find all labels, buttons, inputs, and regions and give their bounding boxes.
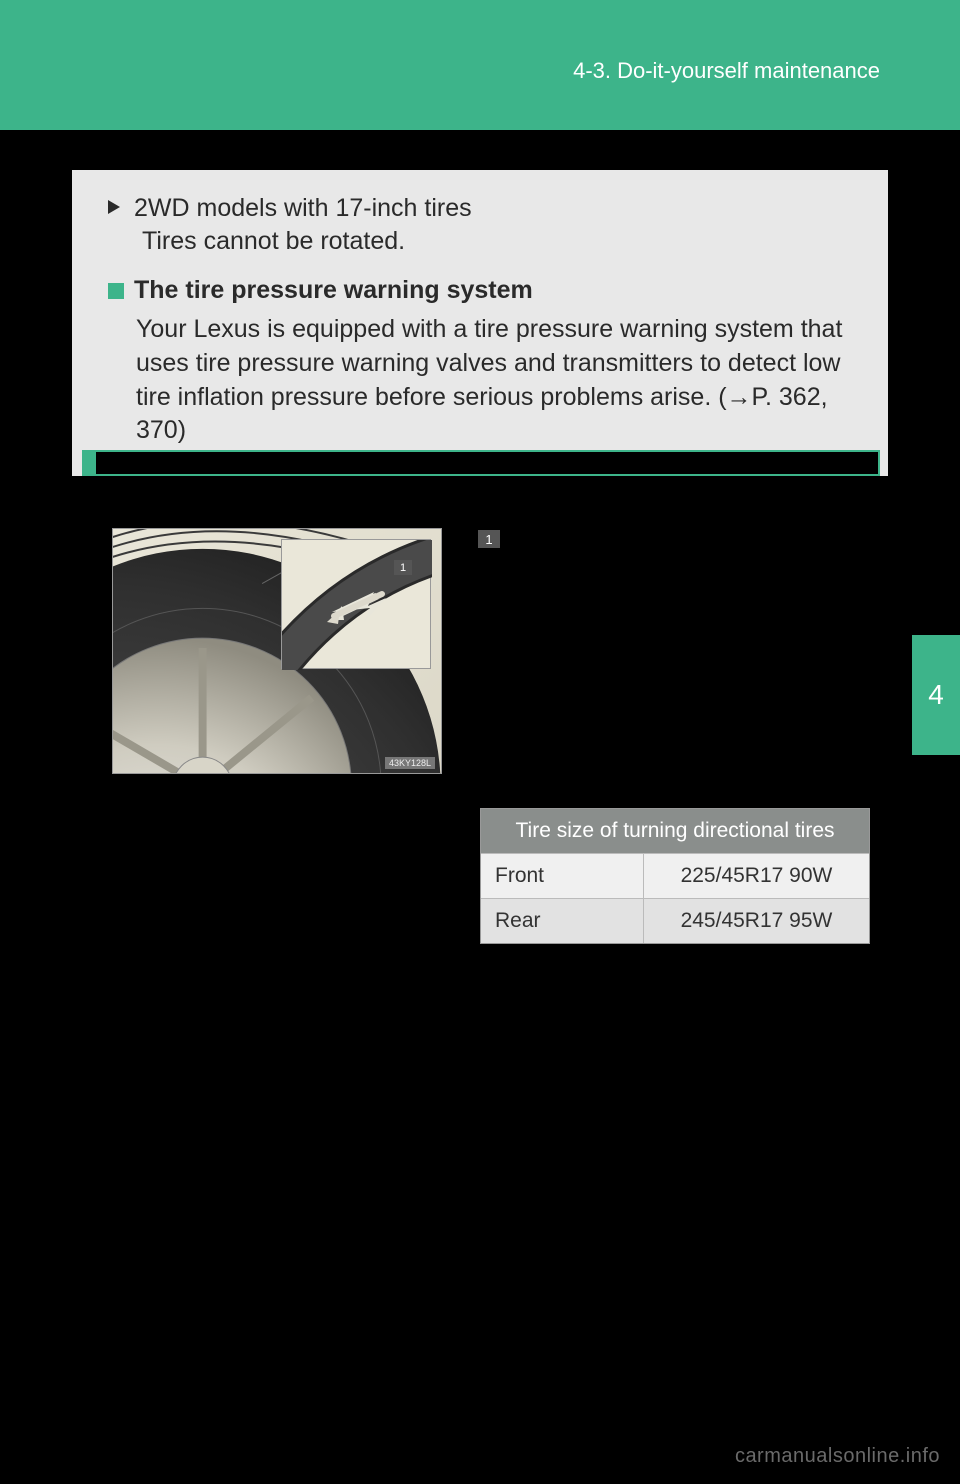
bullet-item: 2WD models with 17-inch tires: [108, 194, 864, 223]
section-breadcrumb: 4-3. Do-it-yourself maintenance: [573, 58, 880, 84]
tire-size-table: Tire size of turning directional tires F…: [480, 808, 870, 944]
page-header-bar: 4-3. Do-it-yourself maintenance: [0, 0, 960, 130]
table-cell-label: Front: [481, 854, 644, 898]
section-divider: [82, 450, 880, 476]
square-bullet-icon: [108, 283, 124, 299]
subsection-body: Your Lexus is equipped with a tire press…: [136, 313, 864, 448]
bullet-text: 2WD models with 17-inch tires: [134, 194, 472, 223]
content-box: 2WD models with 17-inch tires Tires cann…: [72, 170, 888, 476]
table-row: Front 225/45R17 90W: [481, 853, 869, 898]
table-cell-value: 245/45R17 95W: [644, 899, 869, 943]
subsection-title: The tire pressure warning system: [134, 276, 533, 305]
legend-number-badge: 1: [478, 530, 500, 548]
bullet-subtext: Tires cannot be rotated.: [142, 227, 864, 256]
table-row: Rear 245/45R17 95W: [481, 898, 869, 943]
divider-accent: [84, 452, 96, 474]
chapter-tab: 4: [912, 635, 960, 755]
table-cell-label: Rear: [481, 899, 644, 943]
subsection-heading: The tire pressure warning system: [108, 276, 864, 305]
watermark-text: carmanualsonline.info: [735, 1445, 940, 1468]
callout-number-badge: 1: [394, 560, 412, 575]
tire-illustration: 1 43KY128L: [112, 528, 442, 774]
table-header: Tire size of turning directional tires: [481, 809, 869, 853]
tire-callout-inset: 1: [281, 539, 431, 669]
triangle-bullet-icon: [108, 200, 122, 214]
illustration-code: 43KY128L: [385, 757, 435, 769]
table-cell-value: 225/45R17 90W: [644, 854, 869, 898]
